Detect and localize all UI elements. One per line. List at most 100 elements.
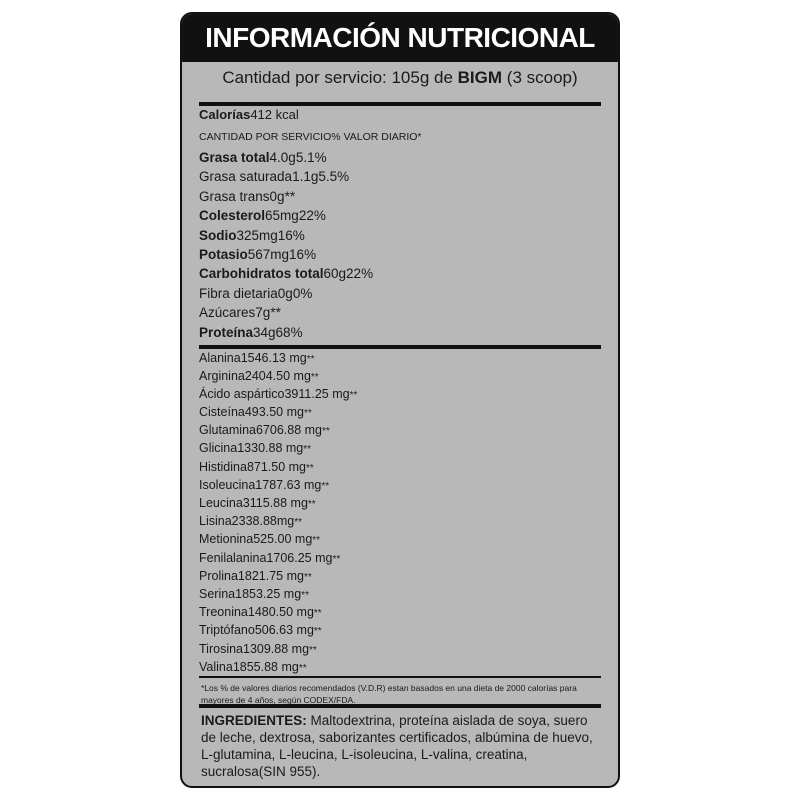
nutrient-amount: 7g <box>255 305 271 321</box>
nutrient-amount: 1.1g <box>292 169 319 185</box>
nutrient-name: Colesterol <box>199 208 266 224</box>
amino-row: Triptófano506.63 mg** <box>199 621 601 639</box>
amino-name: Leucina <box>199 496 243 511</box>
amino-row: Ácido aspártico3911.25 mg** <box>199 385 601 403</box>
amino-name: Treonina <box>199 605 248 620</box>
amino-amount: 506.63 mg <box>254 623 314 638</box>
nutrient-name: Grasa trans <box>199 188 270 204</box>
amino-row: Glutamina6706.88 mg** <box>199 421 601 439</box>
nutrient-dv: 16% <box>277 227 305 243</box>
nutrient-amount: 60g <box>323 266 347 282</box>
amino-amount: 6706.88 mg <box>255 423 323 438</box>
amino-dv: ** <box>301 589 309 601</box>
nutrient-dv: 16% <box>289 246 317 262</box>
amino-name: Valina <box>199 659 233 674</box>
amino-dv: ** <box>306 353 315 365</box>
amino-row: Leucina3115.88 mg** <box>199 494 601 512</box>
calories-label: Calorías <box>199 107 251 122</box>
amino-name: Alanina <box>199 350 241 365</box>
nutrient-amount: 65mg <box>265 208 299 224</box>
amino-dv: ** <box>298 662 307 674</box>
amino-row: Lisina2338.88mg** <box>199 512 601 530</box>
amino-name: Fenilalanina <box>199 550 267 565</box>
amino-amount: 1853.25 mg <box>235 586 302 601</box>
nutrient-dv: 0% <box>292 285 313 301</box>
amino-dv: ** <box>306 462 314 474</box>
amino-amount: 2338.88mg <box>231 514 295 529</box>
nutrient-dv: ** <box>270 305 281 321</box>
serving-prefix: Cantidad por servicio: 105g de <box>222 68 453 87</box>
ingredients-text: Maltodextrina, proteína aislada de soya,… <box>201 712 593 779</box>
nutrient-row: Grasa total4.0g5.1% <box>199 148 601 167</box>
amino-amount: 1706.25 mg <box>266 550 333 565</box>
nutrient-name: Carbohidratos total <box>199 266 324 282</box>
nutrient-amount: 4.0g <box>269 150 296 165</box>
amino-dv: ** <box>303 408 312 420</box>
amino-row: Prolina1821.75 mg** <box>199 567 601 585</box>
amino-amount: 1855.88 mg <box>232 659 299 674</box>
amino-name: Ácido aspártico <box>199 386 285 401</box>
ingredients: INGREDIENTES: Maltodextrina, proteína ai… <box>199 708 601 784</box>
amino-dv: ** <box>303 571 312 583</box>
nutrient-name: Grasa saturada <box>199 169 293 185</box>
amino-amount: 1480.50 mg <box>247 605 314 620</box>
amino-name: Lisina <box>199 514 232 529</box>
amino-dv: ** <box>294 517 303 529</box>
amino-dv: ** <box>322 426 330 438</box>
amount-header: CANTIDAD POR SERVICIO <box>199 131 332 143</box>
nutrient-dv: 5.1% <box>295 150 327 165</box>
amino-dv: ** <box>332 553 341 565</box>
calories-row: Calorías412 kcal <box>199 106 601 126</box>
nutrient-row: Proteína34g68% <box>199 323 601 349</box>
amino-name: Cisteína <box>199 405 245 420</box>
nutrient-name: Fibra dietaria <box>199 285 278 301</box>
amino-row: Valina1855.88 mg** <box>199 658 601 678</box>
nutrient-amount: 0g <box>269 188 285 204</box>
amino-row: Cisteína493.50 mg** <box>199 403 601 421</box>
amino-amount: 1821.75 mg <box>237 568 304 583</box>
amino-amount: 2404.50 mg <box>244 368 311 383</box>
nutrient-dv: 68% <box>275 324 303 340</box>
amino-amount: 871.50 mg <box>246 459 307 474</box>
nutrient-row: Grasa trans0g** <box>199 187 601 206</box>
amino-row: Isoleucina1787.63 mg** <box>199 476 601 494</box>
nutrient-row: Azúcares7g** <box>199 303 601 322</box>
amino-amount: 3115.88 mg <box>242 496 308 511</box>
nutrient-name: Proteína <box>199 324 254 340</box>
amino-name: Serina <box>199 586 236 601</box>
table: Calorías412 kcal CANTIDAD POR SERVICIO% V… <box>199 102 601 784</box>
amino-name: Metionina <box>199 532 254 547</box>
amino-row: Arginina2404.50 mg** <box>199 367 601 385</box>
amino-amount: 3911.25 mg <box>284 386 350 401</box>
amino-name: Triptófano <box>199 623 255 638</box>
amino-row: Alanina1546.13 mg** <box>199 349 601 367</box>
amino-dv: ** <box>312 535 321 547</box>
amino-name: Prolina <box>199 568 238 583</box>
amino-name: Tirosina <box>199 641 243 656</box>
amino-dv: ** <box>313 608 322 620</box>
amino-row: Treonina1480.50 mg** <box>199 603 601 621</box>
serving: Cantidad por servicio: 105g de BIGM (3 s… <box>182 68 618 94</box>
nutrient-row: Grasa saturada1.1g5.5% <box>199 167 601 186</box>
ingredients-label: INGREDIENTES: <box>201 712 307 728</box>
nutrient-name: Sodio <box>199 227 237 243</box>
nutrient-dv: 22% <box>346 266 374 282</box>
amino-dv: ** <box>349 389 358 401</box>
nutrient-dv: 22% <box>298 208 326 224</box>
amino-dv: ** <box>303 444 312 456</box>
amino-name: Glutamina <box>199 423 256 438</box>
nutrient-row: Colesterol65mg22% <box>199 206 601 225</box>
title: INFORMACIÓN NUTRICIONAL <box>182 14 618 62</box>
footnote: *Los % de valores diarios recomendados (… <box>199 678 601 708</box>
nutrient-row: Sodio325mg16% <box>199 226 601 245</box>
calories-value: 412 kcal <box>250 107 299 122</box>
nutrient-dv: ** <box>284 188 296 204</box>
amino-dv: ** <box>321 480 330 492</box>
column-header: CANTIDAD POR SERVICIO% VALOR DIARIO* <box>199 126 601 148</box>
amino-amount: 1309.88 mg <box>243 641 310 656</box>
amino-name: Glicina <box>199 441 238 456</box>
amino-row: Tirosina1309.88 mg** <box>199 640 601 658</box>
amino-amount: 493.50 mg <box>244 405 304 420</box>
nutrient-row: Carbohidratos total60g22% <box>199 264 601 283</box>
nutrient-row: Fibra dietaria0g0% <box>199 284 601 303</box>
